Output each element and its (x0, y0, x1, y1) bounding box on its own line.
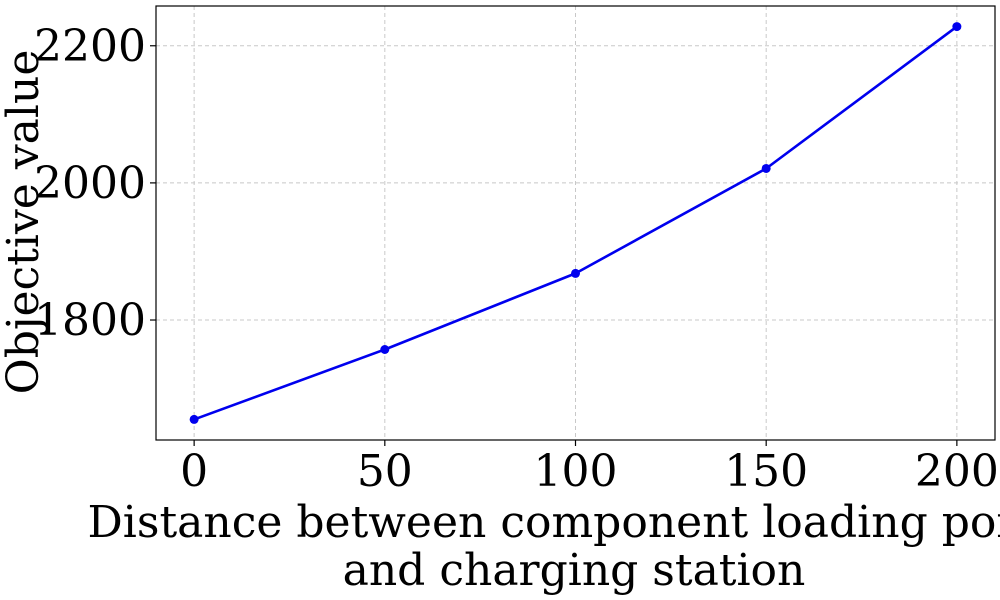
data-point (761, 163, 771, 173)
y-tick-label: 2200 (34, 21, 146, 72)
x-tick-label: 100 (534, 446, 618, 497)
grid (156, 6, 995, 440)
y-axis: 1800 2000 2200 (34, 21, 156, 346)
x-axis: 0 50 100 150 200 (180, 440, 999, 497)
y-tick-label: 2000 (34, 158, 146, 209)
x-tick-label: 50 (357, 446, 413, 497)
x-axis-label-line-1: Distance between component loading point (88, 497, 1000, 548)
x-tick-label: 0 (180, 446, 208, 497)
series-group (189, 22, 962, 424)
data-point (189, 414, 199, 424)
data-point (952, 22, 962, 32)
data-point (380, 344, 390, 354)
x-axis-label-line-2: and charging station (343, 545, 806, 596)
y-tick-label: 1800 (34, 295, 146, 346)
x-tick-label: 200 (915, 446, 999, 497)
x-tick-label: 150 (724, 446, 808, 497)
y-axis-label: Objective value (0, 50, 49, 395)
data-point (571, 268, 580, 278)
